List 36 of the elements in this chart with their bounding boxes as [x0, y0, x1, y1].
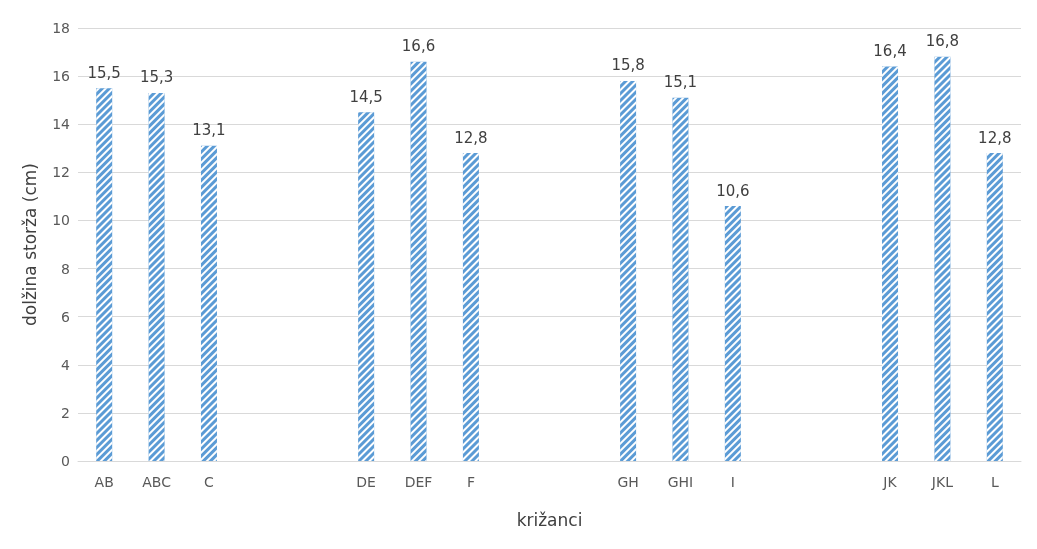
x-tick-label: C	[204, 474, 215, 490]
data-label: 13,1	[192, 121, 226, 140]
data-label: 12,8	[978, 128, 1012, 147]
data-label: 15,5	[87, 63, 121, 82]
y-tick-label: 16	[52, 68, 71, 85]
x-tick-label: I	[730, 474, 735, 490]
x-tick-label: F	[466, 474, 475, 490]
data-label: 15,8	[611, 56, 645, 75]
x-tick-label: L	[990, 474, 999, 490]
y-tick-label: 0	[61, 453, 70, 469]
data-label: 16,6	[401, 37, 436, 56]
x-tick-label: DE	[356, 474, 376, 490]
y-tick-label: 18	[52, 20, 70, 36]
x-tick-label: DEF	[404, 474, 433, 490]
x-tick-label: AB	[94, 474, 114, 490]
data-label: 15,1	[663, 73, 698, 92]
x-tick-label: JKL	[930, 474, 954, 490]
data-label: 12,8	[454, 128, 488, 147]
x-tick-label: ABC	[142, 474, 172, 490]
y-axis-title: dolžina storža (cm)	[19, 163, 40, 326]
x-tick-label: GH	[617, 474, 639, 490]
y-tick-label: 4	[61, 356, 71, 373]
y-tick-label: 8	[61, 260, 70, 277]
data-label: 16,8	[925, 32, 960, 51]
x-tick-label: GHI	[667, 474, 694, 490]
y-tick-label: 2	[61, 404, 70, 421]
y-tick-label: 12	[52, 164, 70, 181]
data-label: 16,4	[873, 41, 907, 60]
x-tick-label: JK	[882, 474, 898, 490]
data-label: 10,6	[716, 181, 750, 200]
y-tick-label: 14	[52, 116, 71, 133]
data-label: 14,5	[349, 87, 383, 106]
y-tick-label: 6	[61, 308, 71, 325]
x-axis-title: križanci	[516, 509, 583, 530]
y-tick-label: 10	[52, 212, 70, 229]
data-label: 15,3	[139, 68, 174, 87]
